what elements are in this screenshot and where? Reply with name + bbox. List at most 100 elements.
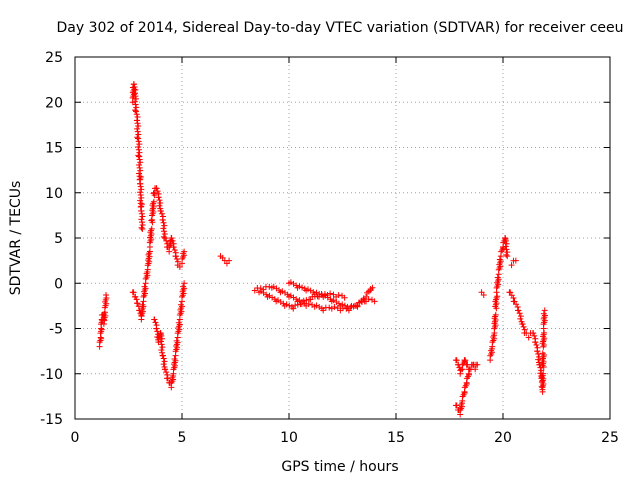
data-point [503,251,510,258]
data-point [457,370,464,377]
data-point [157,338,164,345]
data-point [148,217,155,224]
axis-ticks: 0 5 10 15 20 25 -15 -10 -5 0 5 10 15 20 25 [40,50,619,446]
data-point [173,255,180,262]
data-point [133,95,140,102]
data-point [159,352,166,359]
data-point [139,213,146,220]
data-point [511,298,518,305]
data-point [134,120,141,127]
data-point [177,301,184,308]
data-point [163,369,170,376]
data-point [504,253,511,260]
data-point [540,370,547,377]
data-point [98,335,105,342]
data-point [159,335,166,342]
data-point [168,235,175,242]
data-point [539,350,546,357]
data-point [137,167,144,174]
data-point [298,301,305,308]
data-point [169,237,176,244]
data-point [152,319,159,326]
data-point [503,240,510,247]
data-point [159,344,166,351]
data-point [181,248,188,255]
data-point [512,257,519,264]
data-point [316,303,323,310]
data-point [132,293,139,300]
data-point [541,307,548,314]
data-point [160,225,167,232]
data-point [131,98,138,105]
data-point [508,262,515,269]
y-axis-label: SDTVAR / TECUs [8,181,24,296]
data-point [345,305,352,312]
data-point [151,189,158,196]
data-point [226,257,233,264]
x-tick-label: 20 [494,430,512,446]
data-point [136,156,143,163]
grid-lines [75,57,610,419]
y-tick-label: 0 [54,276,63,292]
data-point [156,197,163,204]
data-point [296,283,303,290]
x-tick-label: 0 [71,430,80,446]
data-point [135,152,142,159]
data-point [300,297,307,304]
data-point [171,355,178,362]
data-point [137,174,144,181]
data-point [135,138,142,145]
data-point [139,301,146,308]
data-point [158,210,165,217]
data-point [531,332,538,339]
data-point [494,274,501,281]
data-point [313,302,320,309]
data-point [160,361,167,368]
data-point [320,307,327,314]
data-point [351,302,358,309]
data-point [159,349,166,356]
y-tick-label: -10 [40,367,63,383]
data-point [480,292,487,299]
data-point [341,294,348,301]
data-point [136,170,143,177]
data-point [141,283,148,290]
data-point [371,298,378,305]
data-point [294,301,301,308]
data-point [520,323,527,330]
y-tick-label: 10 [45,186,63,202]
data-point [153,325,160,332]
data-point [133,117,140,124]
data-point [326,304,333,311]
data-point [133,111,140,118]
data-point [453,357,460,364]
data-point [139,219,146,226]
data-point [462,357,469,364]
data-point [171,246,178,253]
data-point [160,355,167,362]
data-point [132,107,139,114]
y-tick-label: 5 [54,231,63,247]
data-point [515,307,522,314]
data-point [134,134,141,141]
x-tick-label: 25 [601,430,619,446]
data-point [354,303,361,310]
data-point [155,194,162,201]
data-point [157,199,164,206]
data-point [138,201,145,208]
data-point [502,243,509,250]
chart-title: Day 302 of 2014, Sidereal Day-to-day VTE… [56,20,623,36]
data-point [175,319,182,326]
data-point [181,280,188,287]
data-point [363,293,370,300]
data-point [153,185,160,192]
data-point [292,302,299,309]
data-point [138,194,145,201]
data-point [137,159,144,166]
x-axis-label: GPS time / hours [281,459,398,475]
data-point [307,287,314,294]
data-point [138,207,145,214]
data-point [161,358,168,365]
data-point [158,332,165,339]
data-point [335,291,342,298]
